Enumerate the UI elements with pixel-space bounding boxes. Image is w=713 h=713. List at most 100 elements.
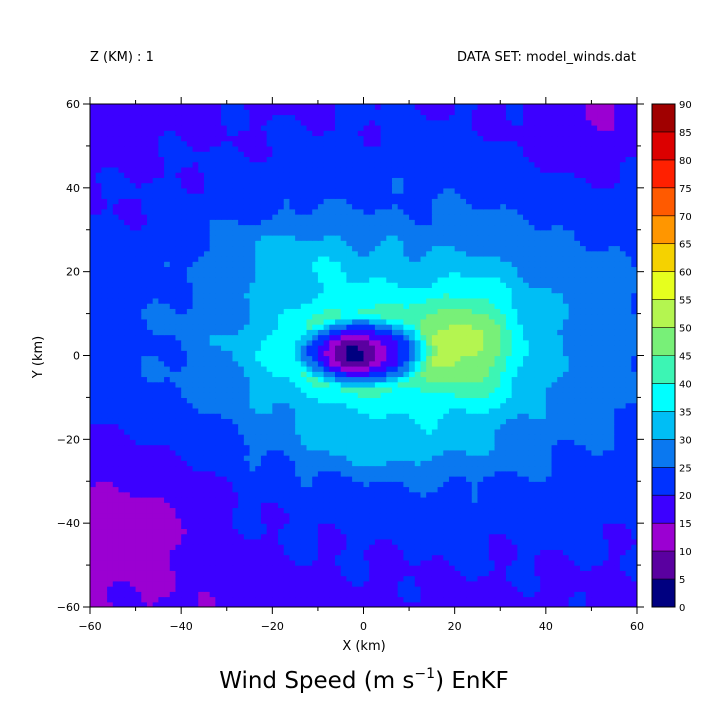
contour-cell (146, 402, 154, 409)
contour-cell (505, 465, 513, 472)
contour-cell (141, 549, 148, 556)
contour-cell (278, 570, 285, 577)
contour-cell (317, 544, 325, 550)
contour-cell (135, 570, 142, 577)
contour-cell (90, 502, 97, 509)
contour-cell (238, 345, 245, 351)
contour-cell (112, 596, 120, 603)
contour-cell (494, 371, 501, 378)
contour-cell (500, 355, 507, 362)
contour-cell (420, 523, 427, 530)
contour-cell (335, 355, 342, 362)
contour-cell (545, 407, 553, 414)
contour-cell (289, 334, 296, 341)
contour-cell (357, 586, 365, 592)
contour-cell (562, 345, 570, 351)
contour-cell (437, 455, 444, 461)
contour-cell (141, 502, 148, 509)
contour-cell (295, 386, 302, 393)
contour-cell (152, 371, 159, 378)
contour-cell (591, 397, 598, 404)
contour-cell (323, 596, 330, 603)
contour-cell (221, 470, 228, 477)
contour-cell (192, 533, 199, 540)
contour-cell (226, 444, 234, 451)
contour-cell (591, 470, 598, 477)
contour-cell (557, 565, 564, 571)
contour-cell (386, 533, 393, 540)
contour-cell (551, 554, 558, 561)
contour-cell (483, 575, 490, 582)
contour-cell (129, 486, 137, 493)
contour-cell (488, 549, 496, 556)
contour-cell (352, 397, 359, 404)
contour-cell (112, 465, 120, 472)
contour-cell (614, 476, 621, 482)
contour-cell (95, 528, 102, 535)
contour-cell (289, 570, 296, 577)
contour-cell (323, 481, 330, 488)
contour-cell (340, 591, 348, 598)
contour-cell (255, 481, 262, 488)
contour-cell (215, 334, 222, 341)
contour-cell (443, 355, 450, 362)
contour-cell (283, 470, 291, 477)
contour-cell (278, 334, 285, 341)
contour-cell (454, 470, 461, 477)
contour-cell (500, 580, 507, 587)
contour-cell (454, 355, 461, 362)
contour-cell (534, 580, 541, 587)
contour-cell (295, 580, 302, 587)
contour-cell (448, 544, 456, 550)
contour-cell (511, 339, 518, 346)
contour-cell (631, 491, 637, 498)
contour-cell (528, 428, 536, 435)
contour-cell (545, 376, 553, 383)
contour-cell (129, 502, 137, 509)
contour-cell (591, 444, 598, 451)
contour-cell (186, 345, 194, 351)
contour-cell (528, 449, 536, 456)
contour-cell (335, 523, 342, 530)
contour-cell (352, 334, 359, 341)
contour-cell (158, 507, 165, 514)
contour-cell (289, 392, 296, 399)
contour-cell (471, 455, 479, 461)
contour-cell (357, 476, 365, 482)
contour-cell (146, 371, 154, 378)
contour-cell (135, 596, 142, 603)
contour-cell (192, 434, 199, 440)
contour-cell (306, 339, 313, 346)
contour-cell (597, 586, 604, 592)
contour-cell (340, 575, 348, 582)
contour-cell (448, 371, 456, 378)
contour-cell (90, 444, 97, 451)
contour-cell (505, 371, 513, 378)
contour-cell (226, 533, 234, 540)
contour-cell (186, 418, 194, 425)
contour-cell (357, 418, 365, 425)
contour-cell (335, 533, 342, 540)
contour-cell (420, 413, 427, 419)
contour-cell (625, 507, 632, 514)
contour-cell (112, 423, 120, 430)
contour-cell (488, 554, 496, 561)
contour-cell (329, 339, 336, 346)
contour-cell (146, 423, 154, 430)
contour-cell (112, 528, 120, 535)
contour-cell (107, 523, 114, 530)
contour-cell (329, 407, 336, 414)
contour-cell (619, 586, 627, 592)
contour-cell (471, 407, 479, 414)
contour-cell (426, 575, 433, 582)
contour-cell (420, 460, 427, 467)
contour-cell (289, 476, 296, 482)
contour-cell (90, 528, 97, 535)
contour-cell (312, 339, 319, 346)
contour-cell (289, 565, 296, 571)
contour-cell (112, 523, 120, 530)
contour-cell (260, 570, 268, 577)
contour-cell (255, 565, 262, 571)
contour-cell (215, 570, 222, 577)
contour-cell (226, 580, 234, 587)
